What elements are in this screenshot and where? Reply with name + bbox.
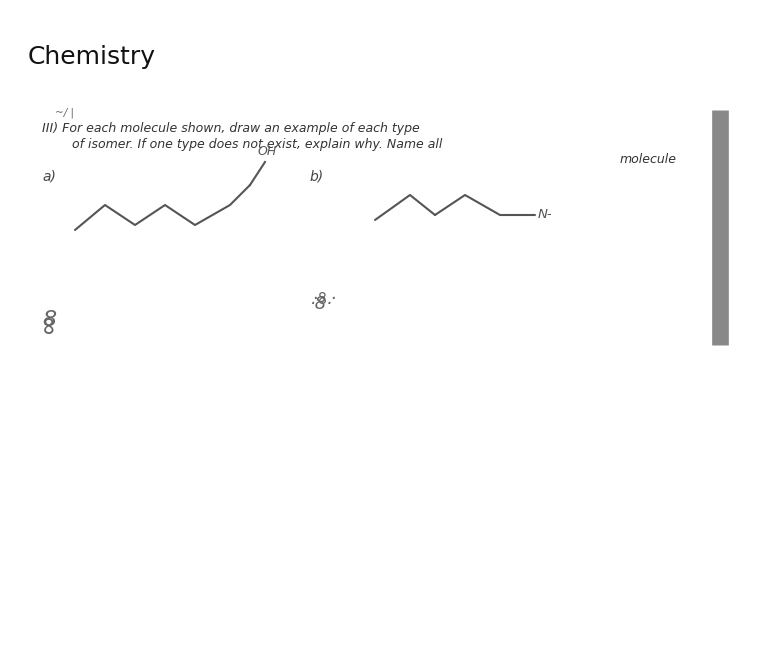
Text: Chemistry: Chemistry [28,45,156,69]
Text: $\mathcal{8}$: $\mathcal{8}$ [42,315,55,339]
Text: 8: 8 [42,310,56,330]
Text: a): a) [42,170,56,184]
Text: b): b) [310,170,324,184]
Text: of isomer. If one type does not exist, explain why. Name all: of isomer. If one type does not exist, e… [72,138,443,151]
Text: molecule: molecule [620,153,677,166]
Text: III) For each molecule shown, draw an example of each type: III) For each molecule shown, draw an ex… [42,122,420,135]
Text: $\cdot\mathcal{8}\cdot$: $\cdot\mathcal{8}\cdot$ [312,290,336,308]
Text: ~/ |: ~/ | [55,108,74,119]
Text: ·8·: ·8· [310,295,333,313]
Text: OH: OH [258,145,277,158]
Text: N-: N- [538,209,553,222]
